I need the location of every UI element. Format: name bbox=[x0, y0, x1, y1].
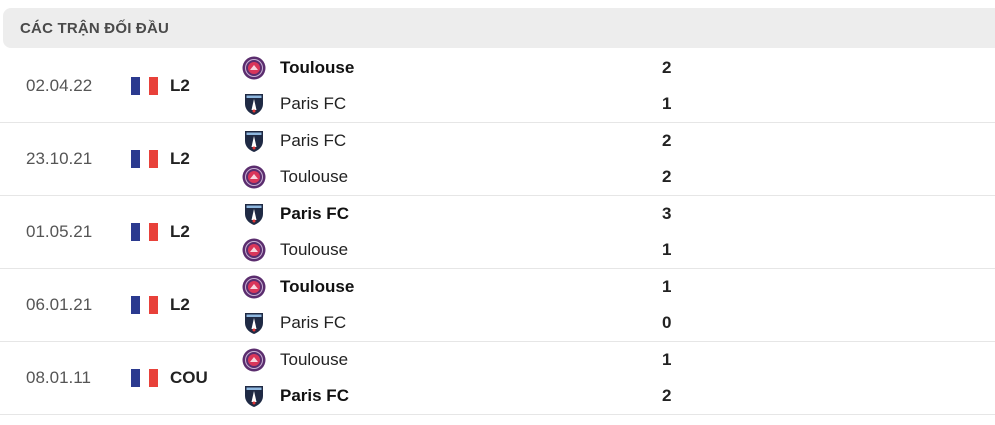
match-date: 02.04.22 bbox=[26, 76, 93, 95]
team-score: 2 bbox=[662, 131, 672, 150]
team-name[interactable]: Toulouse bbox=[280, 58, 355, 77]
team-row-home[interactable]: Paris FC 2 bbox=[242, 123, 942, 159]
team-row-away[interactable]: Paris FC 1 bbox=[242, 86, 942, 122]
team-score: 1 bbox=[662, 94, 672, 113]
competition[interactable]: COU bbox=[170, 368, 208, 387]
france-flag-icon bbox=[131, 223, 158, 241]
paris-fc-crest-icon bbox=[242, 92, 266, 116]
team-name[interactable]: Toulouse bbox=[280, 350, 349, 369]
france-flag-icon bbox=[131, 77, 158, 95]
team-name[interactable]: Toulouse bbox=[280, 167, 349, 186]
team-score: 2 bbox=[662, 167, 672, 186]
team-name[interactable]: Toulouse bbox=[280, 277, 355, 296]
paris-fc-crest-icon bbox=[242, 311, 266, 335]
paris-fc-crest-icon bbox=[242, 129, 266, 153]
france-flag-icon bbox=[131, 296, 158, 314]
match-row[interactable]: 08.01.11 COU Toulouse 1 Paris FC 2 bbox=[0, 342, 995, 415]
france-flag-icon bbox=[131, 150, 158, 168]
match-date: 08.01.11 bbox=[26, 368, 91, 387]
competition[interactable]: L2 bbox=[170, 295, 190, 314]
team-score: 1 bbox=[662, 240, 672, 259]
competition[interactable]: L2 bbox=[170, 222, 190, 241]
match-row[interactable]: 06.01.21 L2 Toulouse 1 Paris FC 0 bbox=[0, 269, 995, 342]
toulouse-crest-icon bbox=[242, 348, 266, 372]
match-date: 23.10.21 bbox=[26, 149, 93, 168]
team-name[interactable]: Paris FC bbox=[280, 94, 347, 113]
team-name[interactable]: Paris FC bbox=[280, 131, 347, 150]
competition[interactable]: L2 bbox=[170, 76, 190, 95]
team-row-away[interactable]: Paris FC 2 bbox=[242, 378, 942, 414]
team-row-home[interactable]: Toulouse 1 bbox=[242, 342, 942, 378]
toulouse-crest-icon bbox=[242, 165, 266, 189]
team-row-home[interactable]: Paris FC 3 bbox=[242, 196, 942, 232]
team-row-away[interactable]: Toulouse 1 bbox=[242, 232, 942, 268]
team-name[interactable]: Paris FC bbox=[280, 204, 349, 223]
section-header: CÁC TRẬN ĐỐI ĐẦU bbox=[3, 8, 995, 48]
team-score: 2 bbox=[662, 386, 672, 405]
paris-fc-crest-icon bbox=[242, 202, 266, 226]
match-row[interactable]: 23.10.21 L2 Paris FC 2 Toulouse 2 bbox=[0, 123, 995, 196]
match-list: 02.04.22 L2 Toulouse 2 Paris FC 1 23.10.2… bbox=[0, 50, 995, 415]
team-row-away[interactable]: Toulouse 2 bbox=[242, 159, 942, 195]
team-score: 2 bbox=[662, 58, 672, 77]
toulouse-crest-icon bbox=[242, 238, 266, 262]
section-title: CÁC TRẬN ĐỐI ĐẦU bbox=[20, 20, 170, 37]
team-name[interactable]: Toulouse bbox=[280, 240, 349, 259]
match-date: 06.01.21 bbox=[26, 295, 93, 314]
competition[interactable]: L2 bbox=[170, 149, 190, 168]
toulouse-crest-icon bbox=[242, 56, 266, 80]
match-date: 01.05.21 bbox=[26, 222, 93, 241]
team-score: 1 bbox=[662, 350, 672, 369]
toulouse-crest-icon bbox=[242, 275, 266, 299]
team-score: 1 bbox=[662, 277, 672, 296]
match-row[interactable]: 01.05.21 L2 Paris FC 3 Toulouse 1 bbox=[0, 196, 995, 269]
team-row-home[interactable]: Toulouse 2 bbox=[242, 50, 942, 86]
match-row[interactable]: 02.04.22 L2 Toulouse 2 Paris FC 1 bbox=[0, 50, 995, 123]
france-flag-icon bbox=[131, 369, 158, 387]
paris-fc-crest-icon bbox=[242, 384, 266, 408]
team-name[interactable]: Paris FC bbox=[280, 386, 349, 405]
team-score: 0 bbox=[662, 313, 672, 332]
team-name[interactable]: Paris FC bbox=[280, 313, 347, 332]
team-score: 3 bbox=[662, 204, 672, 223]
team-row-away[interactable]: Paris FC 0 bbox=[242, 305, 942, 341]
team-row-home[interactable]: Toulouse 1 bbox=[242, 269, 942, 305]
